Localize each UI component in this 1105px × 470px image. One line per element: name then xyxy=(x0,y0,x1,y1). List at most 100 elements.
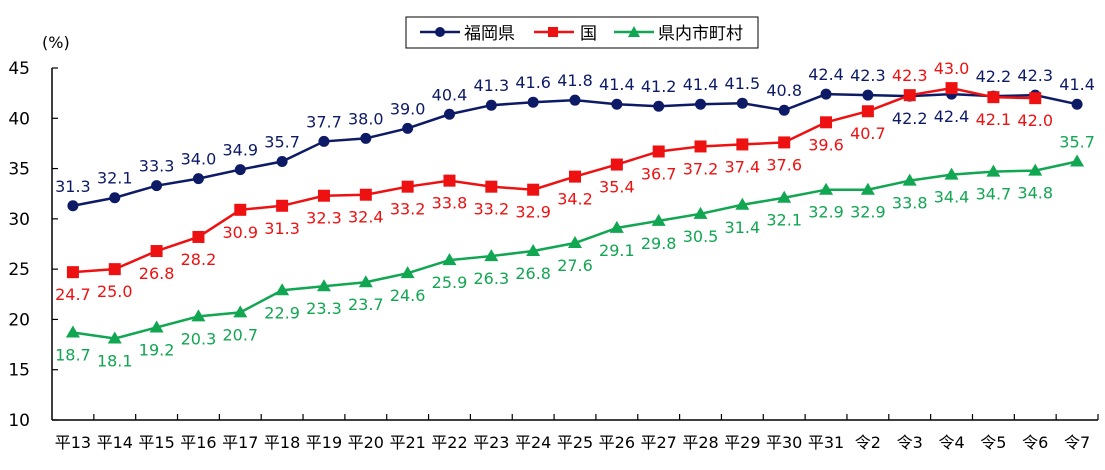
x-category-label: 平25 xyxy=(557,433,593,452)
square-marker-icon xyxy=(820,116,833,129)
y-tick-label: 30 xyxy=(8,210,30,230)
data-value-label: 30.9 xyxy=(222,223,258,242)
circle-marker-icon xyxy=(151,180,163,192)
square-marker-icon xyxy=(192,230,205,243)
data-value-label: 42.3 xyxy=(850,66,886,85)
data-value-label: 35.7 xyxy=(1059,133,1095,152)
x-category-label: 平31 xyxy=(808,433,844,452)
data-value-label: 42.3 xyxy=(892,66,928,85)
data-value-label: 35.7 xyxy=(264,133,300,152)
data-value-label: 41.6 xyxy=(515,73,551,92)
circle-marker-icon xyxy=(778,104,790,116)
data-value-label: 32.9 xyxy=(515,203,551,222)
x-category-label: 令3 xyxy=(897,433,923,452)
triangle-marker-icon xyxy=(316,279,331,292)
square-marker-icon xyxy=(276,199,289,212)
y-tick-label: 15 xyxy=(8,361,30,381)
data-value-label: 37.4 xyxy=(725,157,761,176)
triangle-marker-icon xyxy=(149,320,164,333)
circle-marker-icon xyxy=(485,99,497,111)
data-value-label: 28.2 xyxy=(181,250,217,269)
x-category-label: 平27 xyxy=(640,433,676,452)
circle-marker-icon xyxy=(569,94,581,106)
data-value-label: 39.6 xyxy=(808,135,844,154)
y-tick-label: 10 xyxy=(8,411,30,431)
square-marker-icon xyxy=(317,189,330,202)
data-value-label: 34.9 xyxy=(222,141,258,160)
circle-marker-icon xyxy=(695,98,707,110)
triangle-marker-icon xyxy=(944,167,959,180)
data-value-label: 26.8 xyxy=(515,264,551,283)
circle-marker-icon xyxy=(527,96,539,108)
square-marker-icon xyxy=(234,203,247,216)
square-marker-icon xyxy=(401,180,414,193)
data-value-label: 33.8 xyxy=(892,194,928,213)
data-value-label: 43.0 xyxy=(934,59,970,78)
triangle-marker-icon xyxy=(777,190,792,203)
data-value-label: 24.6 xyxy=(390,286,426,305)
y-tick-label: 35 xyxy=(8,160,30,180)
circle-marker-icon xyxy=(318,135,330,147)
triangle-marker-icon xyxy=(191,309,206,322)
circle-marker-icon xyxy=(192,173,204,185)
series-national xyxy=(66,82,1042,279)
data-value-label: 42.4 xyxy=(808,65,844,84)
square-marker-icon xyxy=(945,82,958,95)
x-category-label: 平16 xyxy=(180,433,216,452)
square-marker-icon xyxy=(359,188,372,201)
y-tick-label: 20 xyxy=(8,310,30,330)
x-category-label: 平24 xyxy=(515,433,551,452)
data-value-label: 39.0 xyxy=(390,99,426,118)
circle-marker-icon xyxy=(276,156,288,168)
data-value-label: 41.2 xyxy=(641,77,677,96)
triangle-marker-icon xyxy=(233,305,248,318)
circle-marker-icon xyxy=(435,27,445,37)
circle-marker-icon xyxy=(820,88,832,100)
data-value-label: 33.8 xyxy=(432,194,468,213)
triangle-marker-icon xyxy=(1028,163,1043,176)
triangle-marker-icon xyxy=(819,182,834,195)
x-category-label: 平19 xyxy=(306,433,342,452)
data-value-label: 33.2 xyxy=(474,200,510,219)
legend-item-national[interactable]: 国 xyxy=(534,24,597,44)
square-marker-icon xyxy=(861,105,874,118)
circle-marker-icon xyxy=(736,97,748,109)
data-value-label: 20.3 xyxy=(181,329,217,348)
series-municipalities xyxy=(65,154,1085,344)
data-value-label: 40.7 xyxy=(850,124,886,143)
legend-item-municipalities[interactable]: 県内市町村 xyxy=(614,24,743,44)
data-value-label: 29.1 xyxy=(599,241,635,260)
data-value-label: 31.3 xyxy=(55,177,91,196)
data-value-label: 34.0 xyxy=(181,150,217,169)
square-marker-icon xyxy=(778,136,791,149)
legend-item-fukuoka[interactable]: 福岡県 xyxy=(420,24,515,44)
triangle-marker-icon xyxy=(107,331,122,344)
circle-marker-icon xyxy=(402,122,414,134)
data-value-label: 41.4 xyxy=(599,75,635,94)
data-value-label: 25.9 xyxy=(432,273,468,292)
data-value-label: 34.8 xyxy=(1017,184,1053,203)
data-value-label: 35.4 xyxy=(599,178,635,197)
data-value-label: 41.4 xyxy=(683,75,719,94)
data-value-label: 32.4 xyxy=(348,208,384,227)
data-value-label: 37.2 xyxy=(683,159,719,178)
triangle-marker-icon xyxy=(609,220,624,233)
data-value-label: 23.3 xyxy=(306,299,342,318)
square-marker-icon xyxy=(548,27,558,37)
data-value-label: 42.1 xyxy=(976,110,1012,129)
square-marker-icon xyxy=(903,89,916,102)
square-marker-icon xyxy=(108,263,121,276)
legend: 福岡県 国 県内市町村 xyxy=(405,16,759,49)
data-value-label: 32.1 xyxy=(97,169,133,188)
data-value-label: 24.7 xyxy=(55,285,91,304)
triangle-marker-icon xyxy=(860,182,875,195)
circle-marker-icon xyxy=(653,100,665,112)
circle-marker-icon xyxy=(443,108,455,120)
data-value-label: 20.7 xyxy=(222,325,258,344)
data-value-label: 23.7 xyxy=(348,295,384,314)
square-marker-icon xyxy=(652,145,665,158)
data-value-label: 31.3 xyxy=(264,219,300,238)
triangle-marker-icon xyxy=(400,266,415,279)
triangle-marker-icon xyxy=(358,275,373,288)
